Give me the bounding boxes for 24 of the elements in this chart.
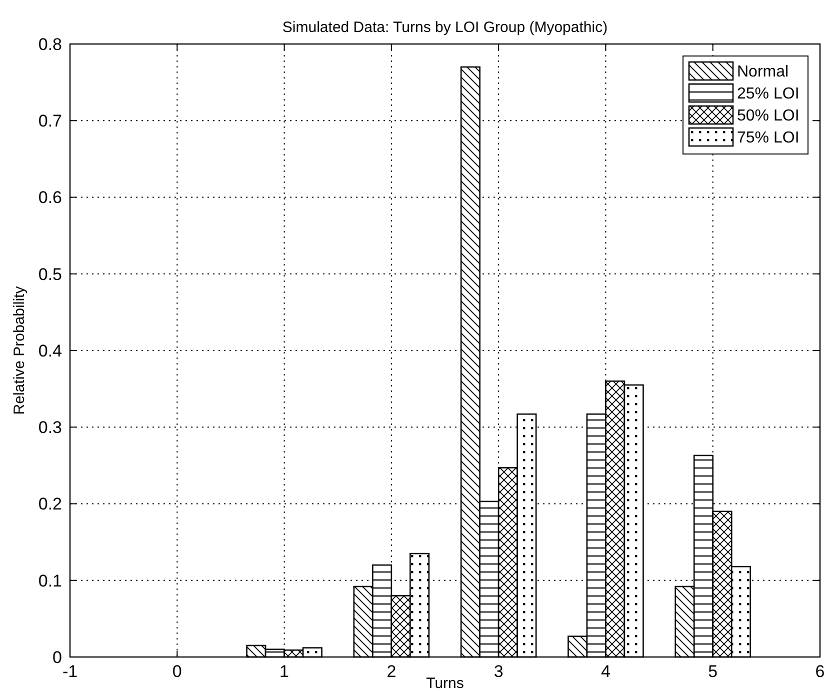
x-tick-label: 2 — [386, 662, 396, 681]
y-tick-label: 0 — [52, 648, 62, 667]
y-tick-label: 0.1 — [38, 571, 62, 590]
y-tick-label: 0.7 — [38, 112, 62, 131]
y-tick-label: 0.5 — [38, 264, 62, 284]
chart-title: Simulated Data: Turns by LOI Group (Myopathic) — [282, 19, 608, 36]
y-tick-label: 0.6 — [38, 188, 62, 208]
y-tick-label: 0.8 — [38, 34, 62, 54]
y-tick-label: 0.3 — [38, 418, 62, 438]
y-axis-title: Relative Probability — [11, 286, 28, 415]
x-tick-label: 1 — [280, 662, 290, 681]
x-tick-label: -1 — [62, 662, 78, 681]
x-tick-label: 0 — [172, 662, 182, 681]
y-tick-label: 0.2 — [38, 494, 62, 514]
legend-label: 50% LOI — [737, 108, 800, 125]
legend-label: 25% LOI — [737, 86, 800, 103]
legend-label: Normal — [737, 64, 789, 81]
legend-label: 75% LOI — [737, 130, 800, 147]
x-axis-title: Turns — [426, 675, 464, 692]
x-tick-label: 6 — [815, 662, 825, 681]
x-tick-label: 4 — [600, 662, 610, 681]
x-tick-label: 3 — [494, 662, 504, 681]
x-tick-label: 5 — [708, 662, 718, 681]
y-tick-label: 0.4 — [38, 341, 62, 360]
